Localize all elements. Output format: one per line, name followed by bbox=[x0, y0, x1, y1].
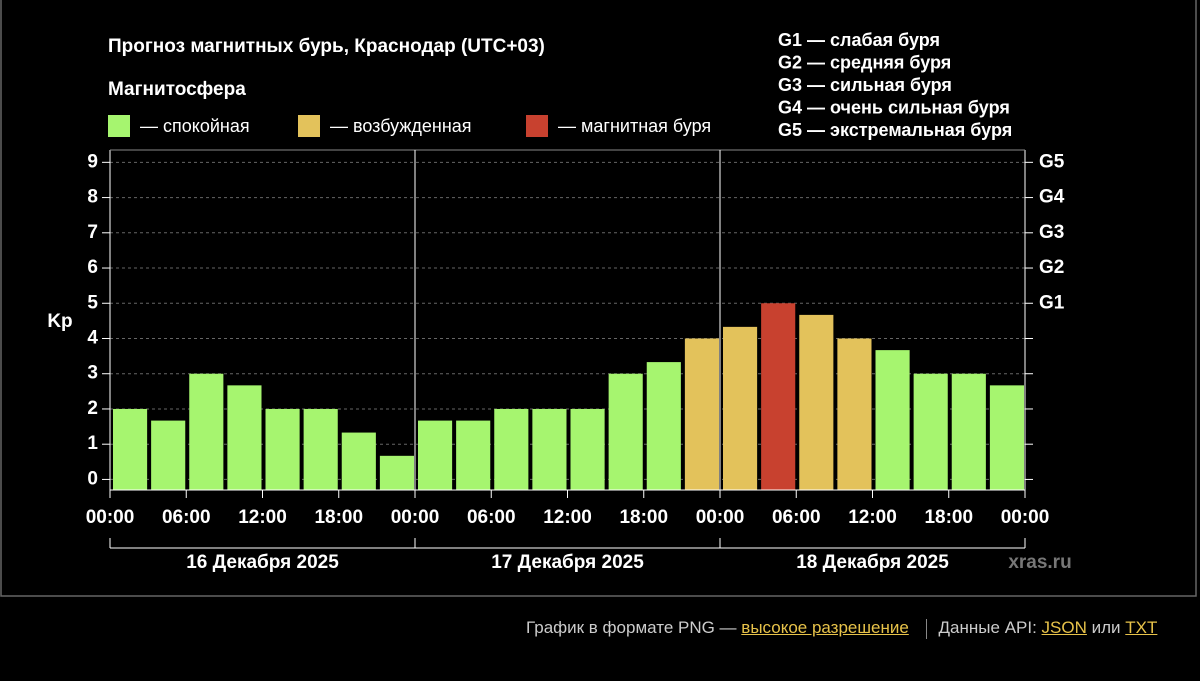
day-label: 16 Декабря 2025 bbox=[186, 552, 339, 573]
day-label: 17 Декабря 2025 bbox=[491, 552, 644, 573]
storm-level: G3 — сильная буря bbox=[778, 75, 952, 95]
separator bbox=[925, 618, 927, 639]
legend-label: — магнитная буря bbox=[558, 116, 711, 136]
bar bbox=[875, 350, 910, 490]
bar bbox=[951, 373, 986, 490]
x-tick-label: 06:00 bbox=[467, 507, 516, 528]
day-label: 18 Декабря 2025 bbox=[796, 552, 949, 573]
x-tick-label: 06:00 bbox=[772, 507, 821, 528]
y2-tick-label: G1 bbox=[1039, 292, 1065, 313]
x-tick-label: 06:00 bbox=[162, 507, 211, 528]
bar bbox=[494, 408, 529, 490]
x-tick-label: 00:00 bbox=[696, 507, 745, 528]
legend-label: — возбужденная bbox=[330, 116, 472, 136]
x-tick-label: 00:00 bbox=[1001, 507, 1050, 528]
watermark: xras.ru bbox=[1008, 552, 1071, 573]
bar bbox=[570, 408, 605, 490]
x-tick-label: 00:00 bbox=[86, 507, 135, 528]
y-tick-label: 1 bbox=[87, 433, 98, 454]
y-tick-label: 2 bbox=[87, 398, 98, 419]
y-tick-label: 6 bbox=[87, 257, 98, 278]
bar bbox=[189, 373, 224, 490]
x-tick-label: 12:00 bbox=[848, 507, 897, 528]
y-tick-label: 5 bbox=[87, 292, 98, 313]
chart-frame bbox=[0, 0, 1197, 597]
y-tick-label: 7 bbox=[87, 222, 98, 243]
bar bbox=[723, 326, 758, 490]
x-tick-label: 12:00 bbox=[543, 507, 592, 528]
y2-tick-label: G5 bbox=[1039, 151, 1065, 172]
bar bbox=[227, 385, 262, 490]
y-tick-label: 9 bbox=[87, 151, 98, 172]
bar bbox=[379, 455, 414, 490]
bar bbox=[646, 362, 681, 490]
bar bbox=[761, 303, 796, 490]
link[interactable]: высокое разрешение bbox=[741, 618, 909, 637]
y-tick-label: 3 bbox=[87, 363, 98, 384]
storm-level: G2 — средняя буря bbox=[778, 52, 951, 72]
x-tick-label: 18:00 bbox=[619, 507, 668, 528]
bar bbox=[532, 408, 567, 490]
y-tick-label: 4 bbox=[87, 328, 98, 349]
storm-level: G5 — экстремальная буря bbox=[778, 120, 1012, 140]
bar bbox=[799, 314, 834, 490]
link[interactable]: TXT bbox=[1125, 618, 1158, 637]
bar bbox=[265, 408, 300, 490]
y-axis-label: Kp bbox=[47, 311, 72, 332]
legend-label: — спокойная bbox=[140, 116, 250, 136]
bar bbox=[913, 373, 948, 490]
bar bbox=[151, 420, 186, 490]
x-tick-label: 18:00 bbox=[924, 507, 973, 528]
footer: График в формате PNG — высокое разрешени… bbox=[526, 618, 1157, 639]
bar bbox=[341, 432, 376, 490]
bar bbox=[418, 420, 453, 490]
chart-title: Прогноз магнитных бурь, Краснодар (UTC+0… bbox=[108, 36, 545, 57]
footer-text: График в формате PNG — bbox=[526, 618, 737, 637]
chart: Прогноз магнитных бурь, Краснодар (UTC+0… bbox=[0, 0, 1197, 597]
legend-swatch bbox=[526, 115, 548, 137]
y-tick-label: 8 bbox=[87, 187, 98, 208]
y2-tick-label: G4 bbox=[1039, 187, 1065, 208]
link[interactable]: JSON bbox=[1041, 618, 1087, 637]
x-tick-label: 00:00 bbox=[391, 507, 440, 528]
bar bbox=[608, 373, 643, 490]
bar bbox=[989, 385, 1024, 490]
bar bbox=[303, 408, 338, 490]
storm-level: G1 — слабая буря bbox=[778, 30, 940, 50]
y2-tick-label: G2 bbox=[1039, 257, 1064, 278]
bar bbox=[113, 408, 148, 490]
legend-title: Магнитосфера bbox=[108, 79, 246, 100]
x-tick-label: 12:00 bbox=[238, 507, 287, 528]
y-tick-label: 0 bbox=[87, 468, 98, 489]
legend-swatch bbox=[298, 115, 320, 137]
footer-text: или bbox=[1091, 618, 1121, 637]
legend-swatch bbox=[108, 115, 130, 137]
bar bbox=[456, 420, 491, 490]
bar bbox=[837, 338, 872, 490]
storm-level: G4 — очень сильная буря bbox=[778, 97, 1010, 117]
x-tick-label: 18:00 bbox=[314, 507, 363, 528]
y2-tick-label: G3 bbox=[1039, 222, 1064, 243]
footer-text: Данные API: bbox=[938, 618, 1037, 637]
bar bbox=[684, 338, 719, 490]
